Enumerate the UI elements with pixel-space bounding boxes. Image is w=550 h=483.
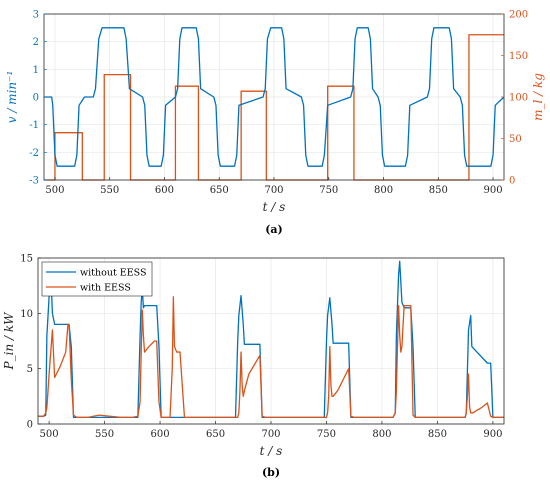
legend-box [41, 261, 153, 297]
chart-b-x-ticks: 500 550 600 650 700 750 800 850 900 [40, 421, 502, 440]
chart-a-x-tick-label: 600 [155, 185, 174, 196]
chart-b-x-tick-label: 650 [206, 429, 225, 440]
chart-b-x-tick-label: 800 [372, 429, 391, 440]
chart-a-y-axis-left-label: v / min⁻¹ [5, 71, 19, 124]
chart-a-x-tick-label: 500 [45, 185, 64, 196]
chart-b-y-tick-label: 5 [27, 364, 33, 375]
chart-a-y-tick-label-right: 200 [509, 10, 528, 21]
chart-b-x-tick-label: 500 [40, 429, 59, 440]
chart-a-x-tick-label: 550 [100, 185, 119, 196]
chart-a-x-ticks: 500 550 600 650 700 750 800 850 900 [45, 177, 503, 196]
chart-a-y-tick-label-right: 100 [509, 93, 528, 104]
chart-a-y-tick-label-right: 0 [509, 176, 515, 187]
chart-a-x-tick-label: 850 [429, 185, 448, 196]
chart-a-y-tick-label-left: 0 [33, 93, 39, 104]
chart-b-panel-label: (b) [262, 466, 280, 479]
chart-a-y-tick-label-left: -3 [29, 176, 39, 187]
chart-b-y-tick-label: 10 [20, 309, 33, 320]
chart-b-y-axis-label: P_in / kW [2, 311, 16, 371]
chart-a-x-tick-label: 750 [319, 185, 338, 196]
chart-b-x-axis-label: t / s [260, 444, 283, 458]
chart-a-y-axis-right-label: m_l / kg [531, 73, 545, 121]
legend-label-with-eess: with EESS [80, 283, 131, 294]
chart-a-y-tick-label-right: 150 [509, 51, 528, 62]
chart-b-y-tick-label: 15 [20, 254, 33, 265]
chart-a-y-tick-label-left: -2 [29, 148, 39, 159]
chart-a-y-tick-label-left: 1 [33, 65, 39, 76]
chart-b-y-tick-label: 0 [27, 420, 33, 431]
chart-a-y-tick-label-right: 50 [509, 134, 522, 145]
chart-a-x-tick-label: 650 [210, 185, 229, 196]
with-eess-line [38, 296, 504, 419]
legend-label-without-eess: without EESS [80, 268, 147, 279]
mass-line [44, 34, 504, 181]
chart-a-y-tick-label-left: -1 [29, 120, 39, 131]
chart-a-x-tick-label: 900 [484, 185, 503, 196]
chart-b-x-tick-label: 750 [317, 429, 336, 440]
chart-b-y-ticks: 0 5 10 15 [20, 254, 41, 431]
chart-a-grid [44, 13, 504, 181]
chart-a-y-tick-label-left: 2 [33, 37, 39, 48]
chart-a-mass-series [44, 34, 504, 181]
chart-a-x-axis-label: t / s [263, 200, 286, 214]
chart-a-y-tick-label-left: 3 [33, 10, 39, 21]
chart-a-x-tick-label: 700 [264, 185, 283, 196]
chart-a-panel-label: (a) [265, 223, 283, 236]
chart-a-y-ticks-left: -3 -2 -1 0 1 2 3 [29, 10, 47, 187]
chart-b: 500 550 600 650 700 750 800 850 900 0 5 10 15 t / s… [2, 254, 505, 479]
chart-a-speed-series [44, 27, 505, 167]
chart-a-y-ticks-right: 0 50 100 150 200 [501, 10, 528, 187]
chart-b-x-tick-label: 900 [483, 429, 502, 440]
speed-line [44, 27, 505, 167]
chart-a-x-tick-label: 800 [374, 185, 393, 196]
chart-b-series [38, 260, 504, 419]
chart-b-x-tick-label: 550 [95, 429, 114, 440]
chart-b-x-tick-label: 600 [151, 429, 170, 440]
chart-b-x-tick-label: 700 [261, 429, 280, 440]
chart-b-legend: without EESS with EESS [41, 261, 153, 297]
chart-b-x-tick-label: 850 [428, 429, 447, 440]
